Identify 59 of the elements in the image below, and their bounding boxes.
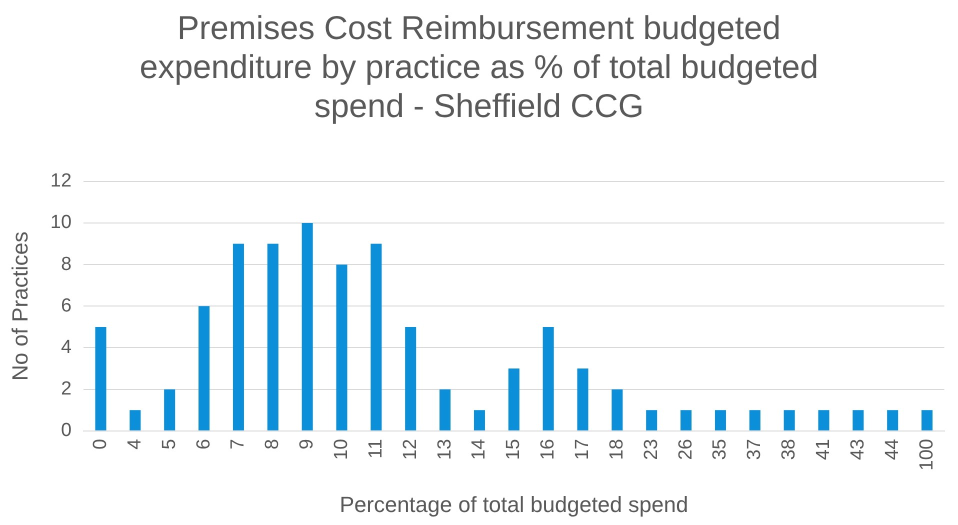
bar (714, 410, 726, 430)
x-tick-label: 4 (124, 438, 146, 450)
x-tick-label: 44 (882, 438, 903, 460)
bar (95, 326, 106, 430)
bar (542, 326, 554, 430)
x-tick-label: 8 (262, 438, 284, 450)
x-tick-label: 26 (675, 438, 696, 460)
bar (508, 368, 520, 430)
x-tick-label: 0 (90, 438, 111, 450)
x-tick-label: 6 (193, 438, 214, 450)
x-tick-label: 16 (538, 438, 559, 460)
bar (577, 368, 588, 430)
x-tick-label: 9 (296, 438, 318, 450)
x-tick-label: 11 (365, 438, 386, 459)
chart-title: Premises Cost Reimbursement budgeted expenditure by practice as % of total budgeted spend - Sheffield CCG (138, 8, 820, 126)
bar (474, 410, 485, 430)
x-tick-label: 10 (330, 438, 352, 460)
x-tick-label: 41 (812, 438, 834, 460)
x-tick-label: 7 (228, 438, 249, 450)
bar (887, 410, 898, 430)
x-tick-label: 38 (778, 438, 800, 460)
x-tick-label: 5 (158, 438, 180, 450)
x-tick-label: 35 (710, 438, 731, 460)
x-tick-label: 43 (847, 438, 868, 460)
x-tick-label: 37 (744, 438, 766, 460)
x-tick-label: 23 (640, 438, 662, 460)
bar (922, 410, 933, 430)
bar (784, 410, 795, 430)
bar (302, 222, 313, 430)
x-tick-label: 12 (400, 438, 421, 460)
x-tick-label: 13 (434, 438, 456, 460)
bar (198, 306, 210, 430)
y-tick-label: 6 (60, 295, 72, 316)
bar (612, 389, 623, 430)
bar (749, 410, 760, 430)
x-tick-label: 18 (606, 438, 628, 460)
bar (852, 410, 864, 430)
x-tick-label: 100 (916, 438, 938, 471)
x-tick-label: 15 (503, 438, 524, 460)
y-tick-label: 4 (60, 336, 72, 358)
y-tick-label: 8 (60, 254, 72, 275)
bar (370, 244, 382, 430)
bar (440, 389, 451, 430)
x-tick-label: 17 (572, 438, 593, 460)
x-axis-title: Percentage of total budgeted spend (340, 492, 688, 517)
bar (130, 410, 141, 430)
bar (336, 264, 348, 430)
y-tick-label: 12 (50, 170, 72, 192)
x-tick-label: 14 (468, 438, 490, 460)
y-axis-title: No of Practices (7, 232, 32, 381)
bar (164, 389, 176, 430)
bar (405, 326, 416, 430)
bar (232, 244, 244, 430)
bar (680, 410, 692, 430)
y-tick-label: 2 (60, 378, 72, 400)
y-tick-label: 10 (50, 212, 72, 234)
bar (818, 410, 830, 430)
bar (646, 410, 658, 430)
bar (267, 244, 278, 430)
